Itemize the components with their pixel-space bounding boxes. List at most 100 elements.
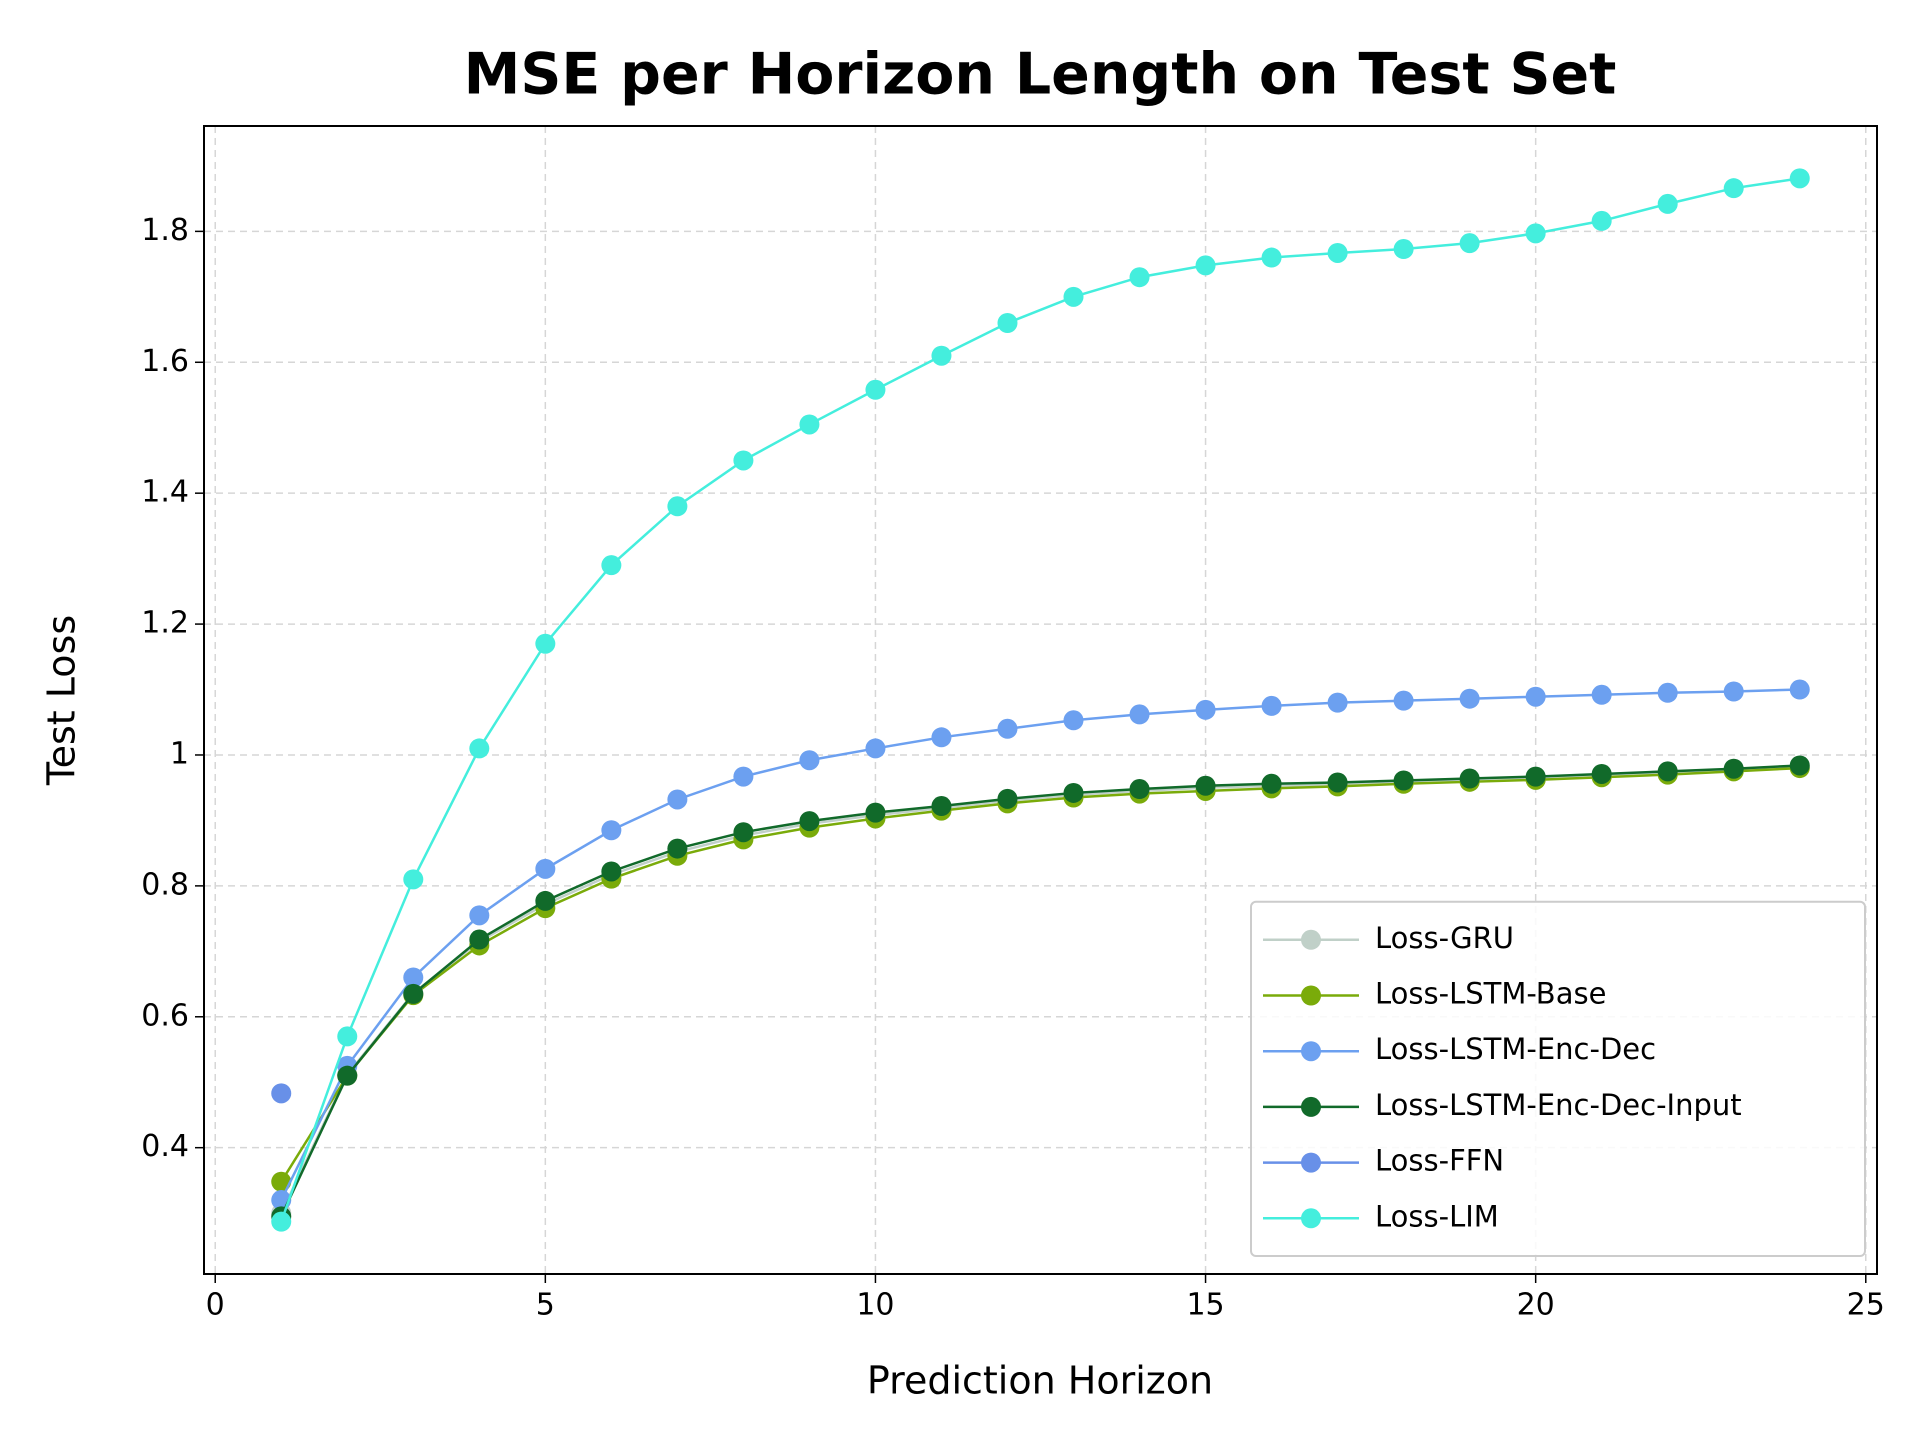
y-tick-label: 1.4 <box>141 475 189 510</box>
series-marker <box>667 496 688 517</box>
legend-marker <box>1301 985 1321 1006</box>
series-marker <box>535 633 556 654</box>
series-marker <box>271 1083 292 1104</box>
series-marker <box>1657 193 1678 214</box>
series-marker <box>997 313 1018 334</box>
y-tick-label: 1.6 <box>141 344 189 379</box>
series-marker <box>1195 699 1216 720</box>
legend-marker <box>1301 1041 1321 1062</box>
y-tick-label: 1.2 <box>141 606 189 641</box>
series-marker <box>997 718 1018 739</box>
series-marker <box>1129 779 1150 800</box>
series-marker <box>1327 692 1348 713</box>
series-marker <box>733 450 754 471</box>
series-marker <box>1459 688 1480 709</box>
series-marker <box>1525 223 1546 244</box>
series-marker <box>733 766 754 787</box>
series-marker <box>1459 233 1480 254</box>
series-marker <box>1789 755 1810 776</box>
series-marker <box>1789 679 1810 700</box>
series-marker <box>337 1026 358 1047</box>
series-marker <box>601 555 622 576</box>
series-marker <box>1591 210 1612 231</box>
series-marker <box>1195 775 1216 796</box>
y-tick-label: 0.4 <box>141 1129 189 1164</box>
series-marker <box>1591 763 1612 784</box>
series-marker <box>1525 766 1546 787</box>
series-marker <box>403 983 424 1004</box>
series-marker <box>733 822 754 843</box>
series-marker <box>1261 695 1282 716</box>
series-marker <box>865 379 886 400</box>
series-marker <box>1327 242 1348 263</box>
series-marker <box>865 802 886 823</box>
series-marker <box>1063 286 1084 307</box>
x-tick-label: 10 <box>856 1288 894 1323</box>
legend-label: Loss-LIM <box>1375 1199 1499 1233</box>
legend-label: Loss-LSTM-Enc-Dec <box>1375 1032 1656 1066</box>
series-marker <box>667 789 688 810</box>
legend-label: Loss-GRU <box>1375 921 1514 955</box>
series-marker <box>1789 168 1810 189</box>
series-marker <box>1063 782 1084 803</box>
series-marker <box>1525 686 1546 707</box>
x-axis-label: Prediction Horizon <box>867 1359 1213 1403</box>
series-marker <box>667 838 688 859</box>
series-marker <box>271 1171 292 1192</box>
chart-title: MSE per Horizon Length on Test Set <box>464 42 1617 108</box>
series-marker <box>1393 690 1414 711</box>
series-marker <box>1063 710 1084 731</box>
series-marker <box>1459 768 1480 789</box>
series-marker <box>1327 772 1348 793</box>
series-line <box>280 688 1800 1201</box>
legend-label: Loss-LSTM-Base <box>1375 977 1606 1011</box>
series-marker <box>1129 704 1150 725</box>
series-marker <box>799 811 820 832</box>
series-marker <box>931 727 952 748</box>
y-tick-label: 0.6 <box>141 998 189 1033</box>
series-marker <box>799 414 820 435</box>
series-marker <box>931 345 952 366</box>
series-marker <box>1723 178 1744 199</box>
series-marker <box>601 861 622 882</box>
series-marker <box>1195 255 1216 276</box>
legend-marker <box>1301 1208 1321 1229</box>
series-marker <box>931 796 952 817</box>
legend-marker <box>1301 1096 1321 1117</box>
x-tick-label: 20 <box>1517 1288 1555 1323</box>
series-line <box>280 764 1800 1217</box>
series-marker <box>337 1065 358 1086</box>
series-marker <box>1591 684 1612 705</box>
x-tick-label: 5 <box>536 1288 555 1323</box>
series-marker <box>403 869 424 890</box>
series-marker <box>1723 681 1744 702</box>
y-tick-label: 0.8 <box>141 867 189 902</box>
series-marker <box>1393 770 1414 791</box>
series-marker <box>469 929 490 950</box>
plot-frame <box>203 125 1878 1275</box>
legend-marker <box>1301 1152 1321 1173</box>
series-marker <box>535 890 556 911</box>
legend-marker <box>1301 929 1321 950</box>
series-line <box>280 765 1800 1214</box>
series-marker <box>1261 773 1282 794</box>
series-marker <box>1723 758 1744 779</box>
legend-label: Loss-FFN <box>1375 1144 1504 1178</box>
series-marker <box>1657 761 1678 782</box>
legend-box <box>1250 900 1866 1257</box>
series-marker <box>469 738 490 759</box>
series-marker <box>799 750 820 771</box>
series-marker <box>1261 247 1282 268</box>
series-marker <box>271 1211 292 1232</box>
series-marker <box>601 820 622 841</box>
series-marker <box>1129 267 1150 288</box>
x-tick-label: 25 <box>1847 1288 1885 1323</box>
y-tick-label: 1 <box>170 736 189 771</box>
legend-label: Loss-LSTM-Enc-Dec-Input <box>1375 1088 1742 1122</box>
series-marker <box>403 967 424 988</box>
series-marker <box>997 788 1018 809</box>
x-tick-label: 15 <box>1186 1288 1224 1323</box>
x-tick-label: 0 <box>206 1288 225 1323</box>
series-line <box>280 766 1800 1183</box>
